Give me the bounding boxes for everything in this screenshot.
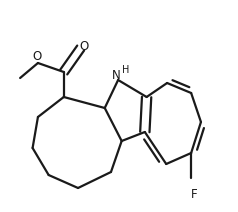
Text: O: O [32,50,41,63]
Text: H: H [123,65,130,75]
Text: O: O [79,40,89,53]
Text: F: F [191,188,198,201]
Text: N: N [112,69,121,82]
